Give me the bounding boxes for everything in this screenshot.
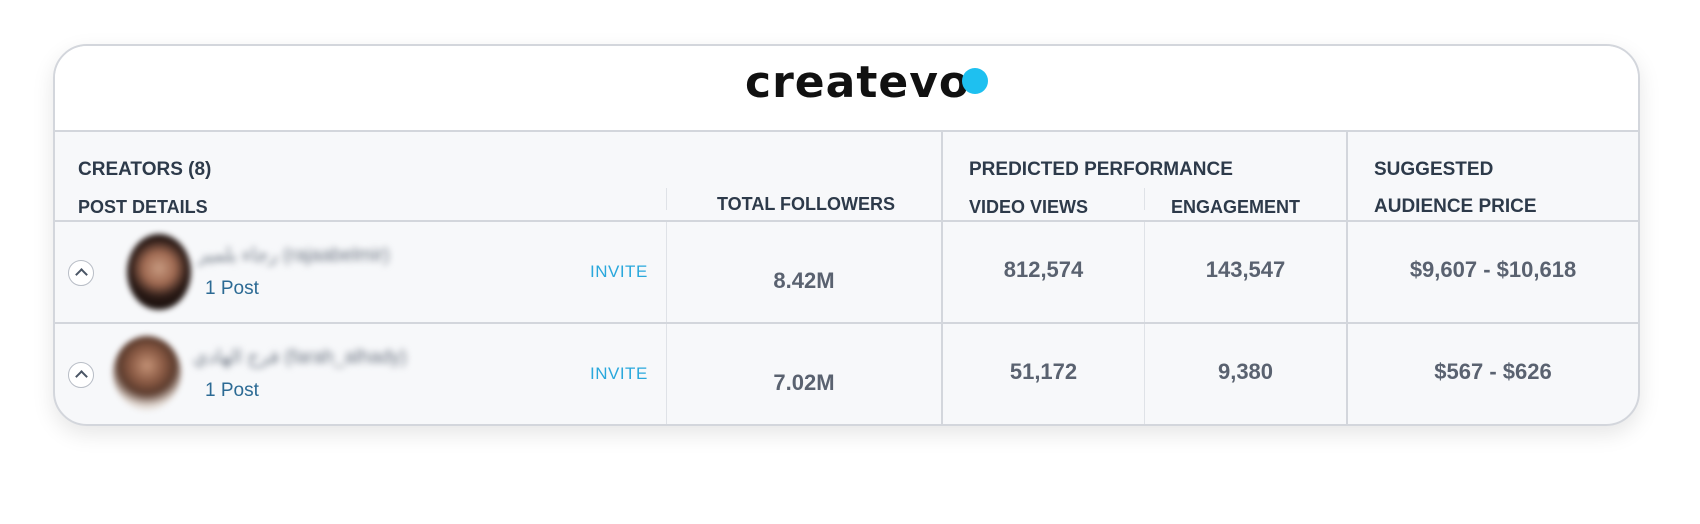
chevron-up-icon[interactable] [68,362,94,388]
avatar [127,234,191,310]
table-row: فرح الهادي (farah_alhady) 1 Post INVITE … [55,324,1638,424]
column-divider [1346,130,1348,424]
avatar [113,336,181,410]
creator-name: رجاء بلمير (rajaabelmir) [198,245,390,266]
audience-price-header: AUDIENCE PRICE [1374,196,1537,217]
creators-table-card: createvo CREATORS (8) POST DETAILS TOTAL… [53,44,1640,426]
audience-price-value: $567 - $626 [1434,359,1552,384]
row-divider [55,322,1638,324]
logo-text: createvo [745,57,971,108]
total-followers-header: TOTAL FOLLOWERS [717,194,895,214]
engagement-header: ENGAGEMENT [1171,197,1301,217]
post-count-link[interactable]: 1 Post [205,278,259,299]
table-row: رجاء بلمير (rajaabelmir) 1 Post INVITE 8… [55,222,1638,322]
header-divider [666,188,667,210]
total-followers-value: 7.02M [773,370,835,395]
header-bottom-border [55,220,1638,222]
video-views-header: VIDEO VIEWS [969,197,1089,217]
engagement-value: 9,380 [1217,359,1274,384]
predicted-performance-header: PREDICTED PERFORMANCE [969,159,1233,180]
chevron-up-icon[interactable] [68,260,94,286]
suggested-header: SUGGESTED [1374,159,1494,180]
video-views-value: 51,172 [1009,359,1078,384]
column-divider [941,130,943,424]
createvo-logo: createvo [745,57,989,108]
invite-button[interactable]: INVITE [590,262,648,281]
audience-price-value: $9,607 - $10,618 [1409,257,1577,282]
post-count-link[interactable]: 1 Post [205,380,259,401]
logo-bar: createvo [55,46,1638,132]
invite-button[interactable]: INVITE [590,364,648,383]
logo-dot-icon [962,68,989,94]
total-followers-value: 8.42M [773,268,835,293]
header-divider [1144,188,1145,210]
post-details-header: POST DETAILS [78,197,208,217]
creator-name: فرح الهادي (farah_alhady) [193,347,407,368]
creators-count-header: CREATORS (8) [78,159,212,180]
engagement-value: 143,547 [1205,257,1286,282]
video-views-value: 812,574 [1003,257,1084,282]
